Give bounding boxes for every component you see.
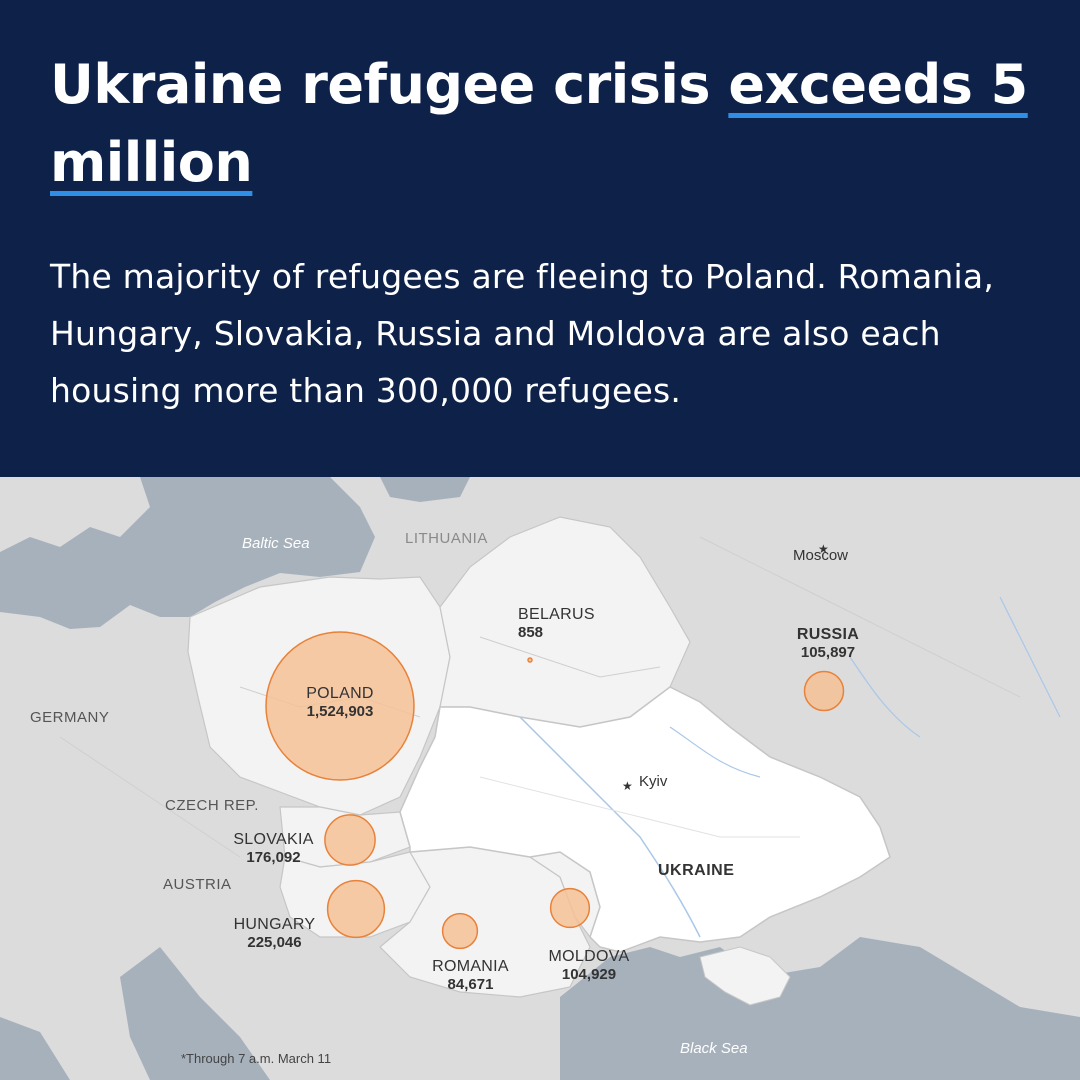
- road: [479, 636, 661, 678]
- river: [849, 656, 921, 738]
- river: [519, 716, 701, 938]
- black-sea-label: Black Sea: [680, 1040, 748, 1057]
- romania-label-group: ROMANIA 84,671: [423, 958, 518, 993]
- destination-name: HUNGARY: [233, 916, 316, 933]
- bubble-moldova: [549, 887, 591, 929]
- gulf-sea: [380, 477, 470, 502]
- destination-count: 225,046: [247, 934, 302, 951]
- destination-name: ROMANIA: [432, 958, 509, 975]
- headline: Ukraine refugee crisis exceeds 5 million: [50, 46, 1040, 202]
- destination-name: SLOVAKIA: [233, 831, 314, 848]
- austria-label: AUSTRIA: [163, 876, 232, 893]
- road: [59, 736, 241, 858]
- hungary-label-group: HUNGARY 225,046: [227, 916, 322, 951]
- headline-text: Ukraine refugee crisis: [50, 53, 729, 116]
- refugee-map: ★ ★ Baltic Sea Black Sea LITHUANIA GERMA…: [0, 477, 1080, 1080]
- bubble-hungary: [326, 879, 386, 939]
- footnote: *Through 7 a.m. March 11: [181, 1051, 332, 1066]
- moscow-label: Moscow: [793, 547, 849, 564]
- germany-label: GERMANY: [30, 709, 110, 726]
- kyiv-star-icon: ★: [622, 779, 633, 793]
- slovakia-label-group: SLOVAKIA 176,092: [226, 831, 321, 866]
- road: [699, 536, 1021, 698]
- headline-highlight: exceeds 5 million: [50, 53, 1028, 194]
- destination-count: 105,897: [800, 644, 856, 661]
- subtitle: The majority of refugees are fleeing to …: [50, 257, 995, 410]
- ukraine-label: UKRAINE: [658, 862, 735, 879]
- bubble-romania: [441, 912, 479, 950]
- destination-name: MOLDOVA: [548, 948, 630, 965]
- bubble-poland: [265, 631, 415, 781]
- belarus-label-group: BELARUS 858: [518, 606, 595, 641]
- bubble-slovakia: [324, 814, 376, 866]
- scandinavia-land: [0, 477, 150, 552]
- destination-count: 858: [518, 624, 544, 641]
- baltic-sea-label: Baltic Sea: [242, 535, 310, 552]
- poland-label-group: POLAND 1,524,903: [300, 685, 380, 720]
- destination-name: RUSSIA: [796, 626, 860, 643]
- russia-label-group: RUSSIA 105,897: [790, 626, 866, 661]
- destination-count: 1,524,903: [306, 703, 374, 720]
- lithuania-label: LITHUANIA: [405, 530, 488, 547]
- river: [669, 726, 761, 778]
- bubble-layer: [265, 631, 845, 950]
- bubble-russia: [803, 670, 845, 712]
- destination-name: BELARUS: [518, 606, 595, 623]
- black-sea: [560, 937, 1080, 1080]
- road: [479, 776, 800, 838]
- bubble-belarus: [527, 657, 533, 663]
- river: [999, 596, 1061, 718]
- header-banner: Ukraine refugee crisis exceeds 5 million…: [0, 0, 1080, 477]
- sea-bottom-left: [0, 1017, 70, 1080]
- crimea: [699, 946, 791, 1006]
- map-base: ★ ★: [0, 477, 1080, 1080]
- destination-count: 176,092: [246, 849, 301, 866]
- moscow-star-icon: ★: [818, 542, 829, 556]
- kyiv-label: Kyiv: [639, 773, 668, 790]
- czech-label: CZECH REP.: [165, 797, 259, 814]
- moldova-label-group: MOLDOVA 104,929: [540, 948, 638, 983]
- ukraine-land: [399, 686, 891, 953]
- destination-name: POLAND: [306, 685, 374, 702]
- adriatic-sea: [120, 947, 270, 1080]
- destination-count: 84,671: [447, 976, 494, 993]
- destination-count: 104,929: [561, 966, 617, 983]
